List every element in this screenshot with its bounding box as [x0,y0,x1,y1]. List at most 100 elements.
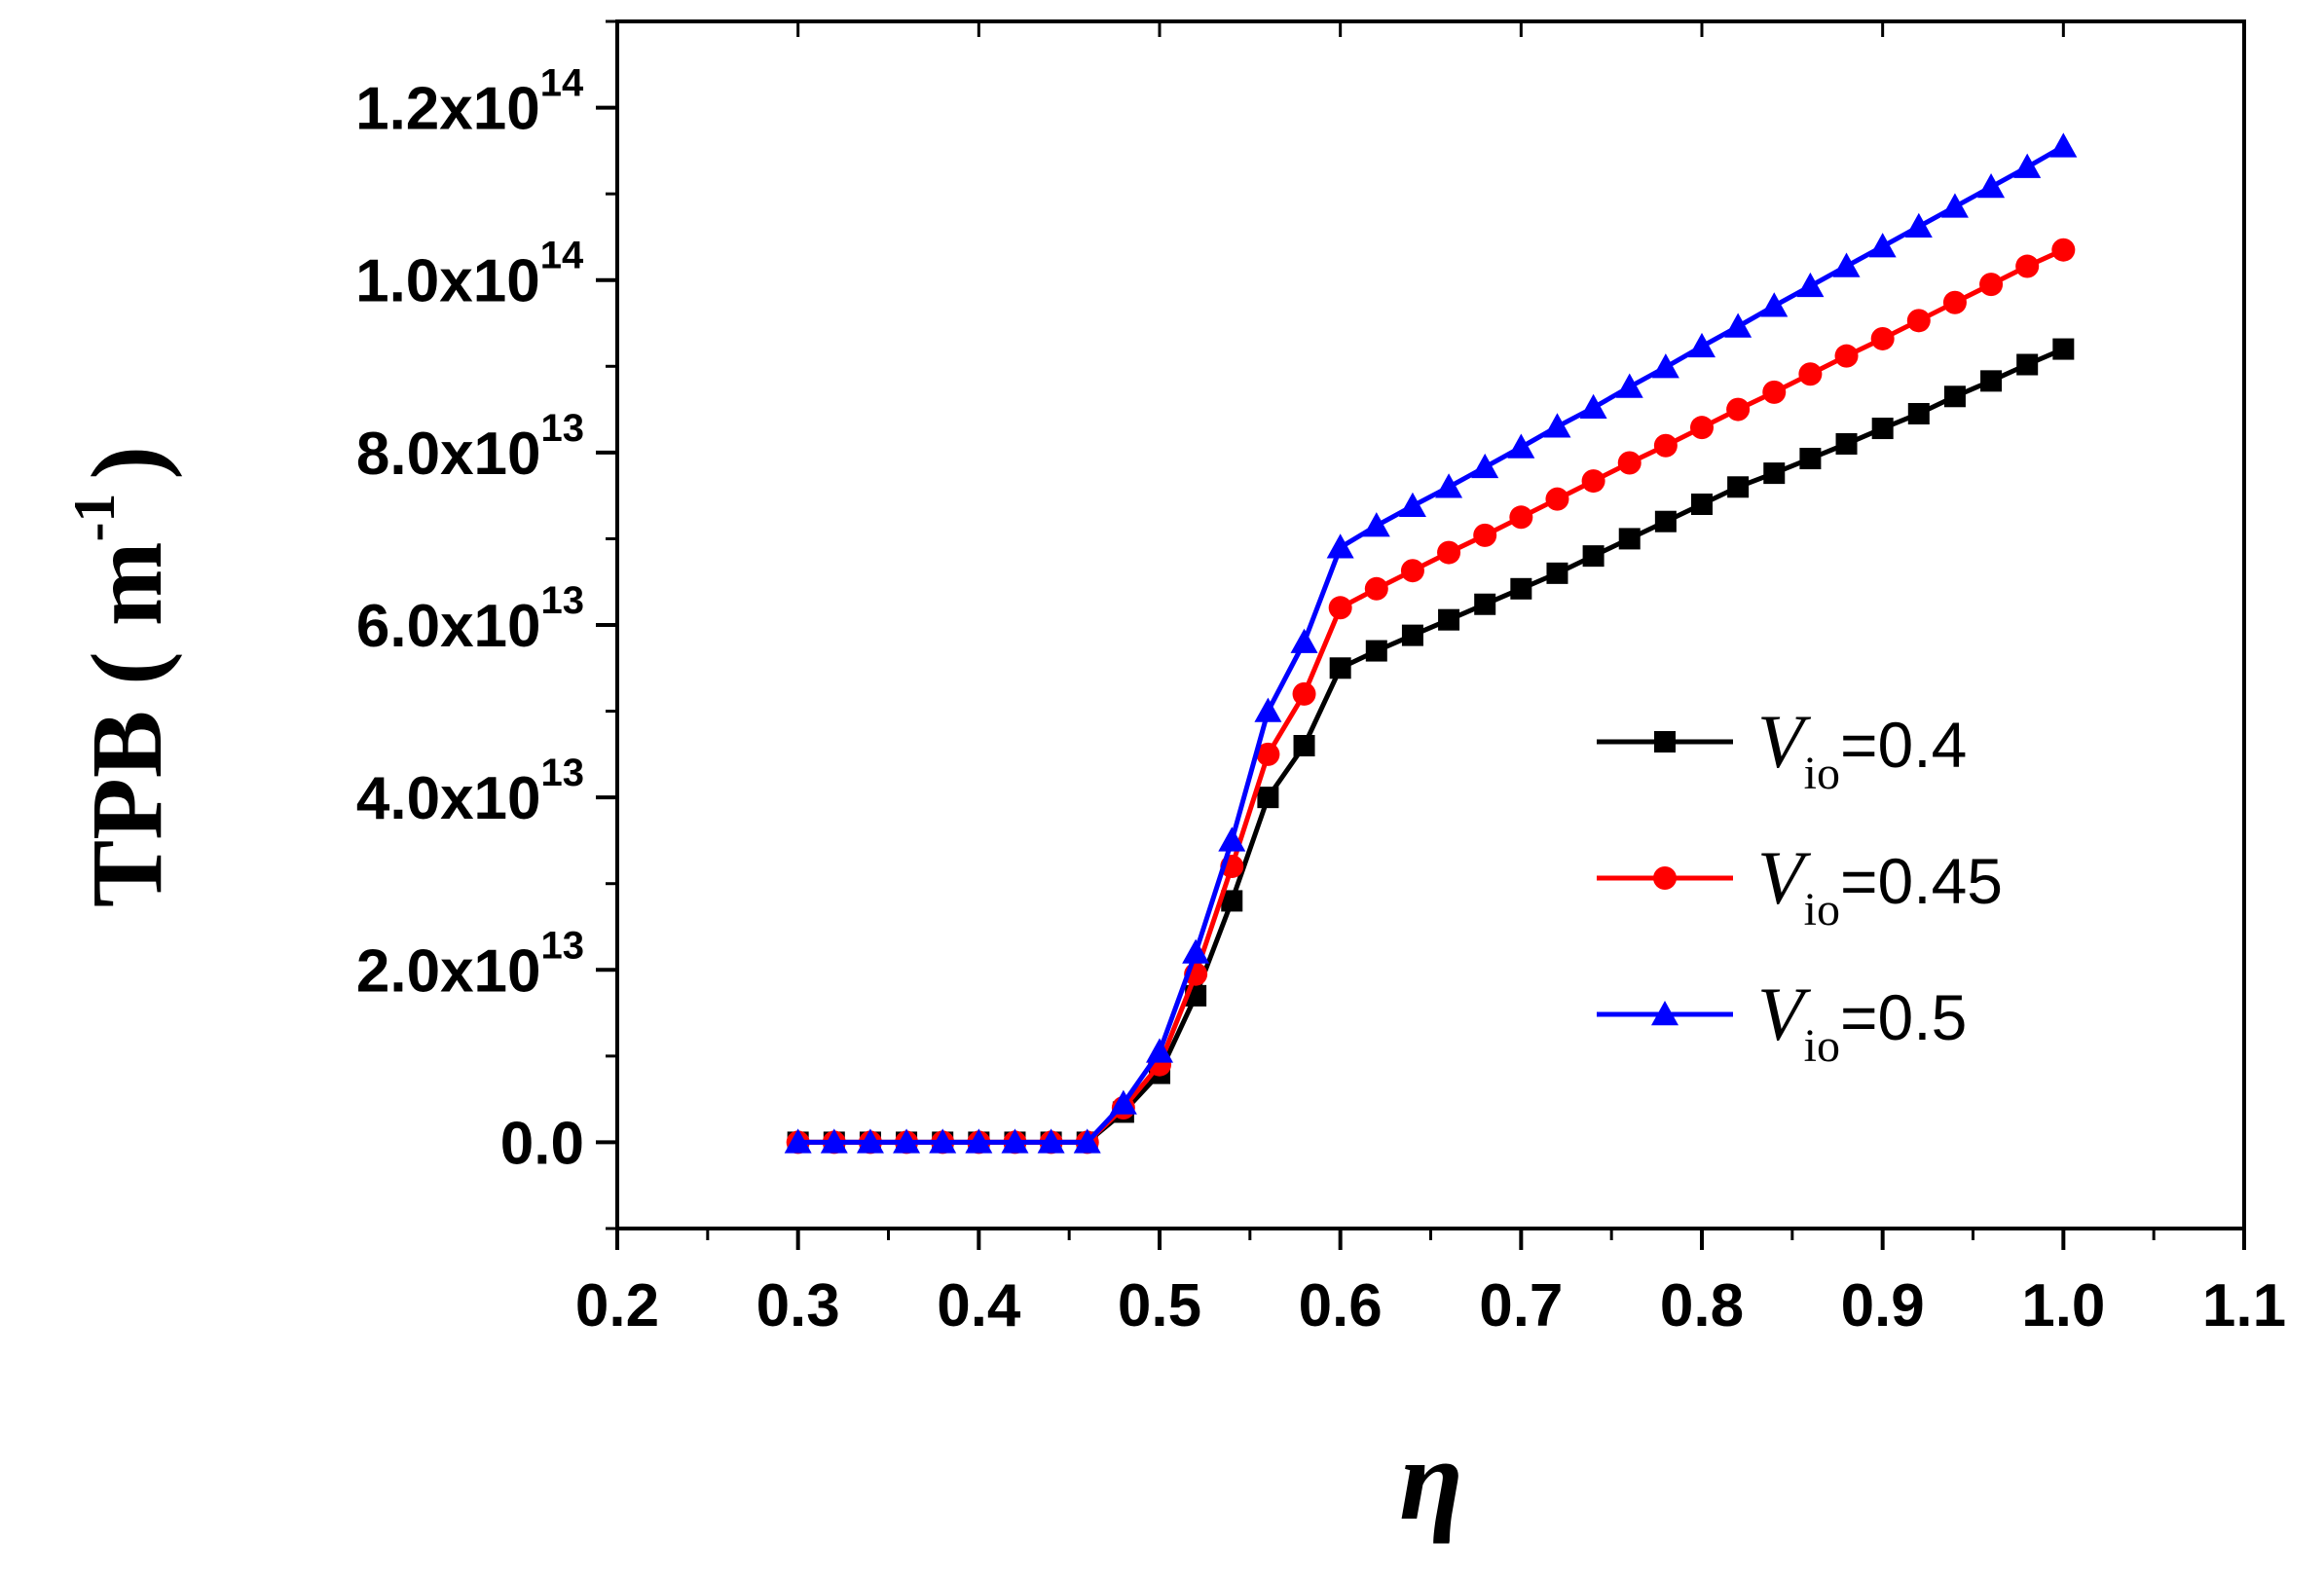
y-tick-label: 1.2x1014 [355,62,584,143]
y-tick-label: 2.0x1013 [356,924,584,1005]
data-point-circle [1473,523,1497,547]
data-point-circle [1798,362,1823,386]
series-3 [784,132,2078,1154]
data-point-triangle [1326,533,1354,559]
data-point-square [1546,562,1568,584]
data-point-triangle [1073,1128,1101,1154]
data-point-triangle [1832,252,1861,277]
data-point-triangle [1362,512,1390,537]
series-layer [784,132,2078,1155]
data-point-triangle [2049,132,2078,158]
y-axis: 0.0 2.0x1013 4.0x1013 6.0x1013 8.0x1013 1.0x1… [355,19,617,1230]
legend: Vio=0.4 Vio=0.45 Vio=0.5 [1597,699,2003,1072]
data-point-triangle [2013,153,2042,178]
data-point-square [1329,657,1351,679]
x-tick-label: 1.0 [2021,1272,2105,1339]
data-point-triangle [856,1128,884,1154]
data-point-circle [1328,596,1352,620]
x-axis: 0.2 0.3 0.4 0.5 0.6 0.7 0.8 0.9 1.0 1.1 [575,21,2286,1339]
x-axis-title: η [1399,1414,1463,1544]
data-point-square [1438,608,1460,631]
data-point-circle [1400,559,1424,583]
data-point-square [1510,577,1532,600]
data-point-circle [1870,326,1895,350]
data-point-circle [1509,505,1533,530]
x-tick-label: 0.2 [575,1272,659,1339]
y-axis-title-sup: -1 [62,494,127,542]
legend-item-3: Vio=0.5 [1597,972,1967,1072]
y-tick-label: 1.0x1014 [355,235,584,315]
x-tick-label: 0.4 [937,1272,1021,1339]
y-tick-label: 0.0 [500,1110,584,1177]
x-tick-label: 0.5 [1118,1272,1201,1339]
legend-item-2: Vio=0.45 [1597,835,2003,936]
data-point-circle [1256,742,1280,766]
data-point-circle [1292,681,1316,706]
x-tick-label: 0.6 [1299,1272,1383,1339]
data-point-triangle [1507,433,1535,459]
y-tick-label: 8.0x1013 [356,407,584,488]
data-point-circle [2051,238,2076,262]
data-point-square [1907,403,1930,424]
data-point-square [1799,448,1822,470]
data-point-circle [1364,576,1388,601]
data-point-triangle [1940,193,1969,218]
data-point-triangle [1182,938,1210,964]
data-point-triangle [1146,1038,1173,1063]
data-point-square [1582,545,1605,568]
x-tick-label: 1.1 [2202,1272,2286,1339]
data-point-triangle [1290,628,1318,653]
data-point-triangle [1977,173,2006,199]
data-point-circle [1834,344,1859,368]
data-point-circle [1545,487,1569,511]
data-point-square [1293,735,1315,756]
data-point-triangle [1760,292,1789,317]
data-point-triangle [1615,373,1643,398]
data-point-triangle [1037,1128,1065,1154]
data-point-square [1401,624,1423,646]
data-point-circle [2015,254,2040,278]
data-point-circle [1726,397,1751,422]
data-point-triangle [1471,453,1499,479]
data-point-triangle [1724,312,1752,338]
data-point-triangle [893,1128,921,1154]
data-point-circle [1617,451,1642,475]
data-point-circle [1762,380,1787,404]
legend-label: Vio=0.45 [1757,835,2003,936]
data-point-square [1980,370,2003,392]
x-tick-label: 0.7 [1479,1272,1563,1339]
data-point-triangle [1651,1001,1678,1026]
data-point-circle [1979,273,2004,297]
data-point-square [1943,385,1966,408]
data-point-triangle [1579,393,1607,419]
y-axis-title-main: TPB ( m [71,542,183,908]
data-point-triangle [965,1128,993,1154]
data-point-circle [1942,290,1967,314]
data-point-triangle [1688,332,1715,358]
data-point-circle [1653,866,1677,890]
data-point-square [1727,476,1750,498]
data-point-square [1221,890,1243,912]
data-point-square [1654,510,1677,532]
data-point-square [1618,528,1641,550]
legend-item-1: Vio=0.4 [1597,699,1967,799]
data-point-triangle [1435,473,1463,498]
data-point-triangle [1001,1128,1029,1154]
data-point-triangle [929,1128,957,1154]
data-point-square [1871,418,1894,440]
data-point-square [1763,462,1786,485]
data-point-triangle [1218,826,1246,852]
data-point-square [1474,593,1496,615]
y-tick-label: 4.0x1013 [356,752,584,832]
data-point-triangle [1109,1089,1137,1115]
legend-label: Vio=0.4 [1757,699,1967,799]
x-tick-label: 0.9 [1841,1272,1925,1339]
data-point-triangle [1398,492,1426,517]
data-point-square [1691,494,1713,515]
data-point-square [1257,787,1279,809]
data-point-triangle [1254,697,1282,722]
data-point-square [1365,640,1387,662]
data-point-circle [1653,433,1678,458]
data-point-circle [1906,309,1931,333]
